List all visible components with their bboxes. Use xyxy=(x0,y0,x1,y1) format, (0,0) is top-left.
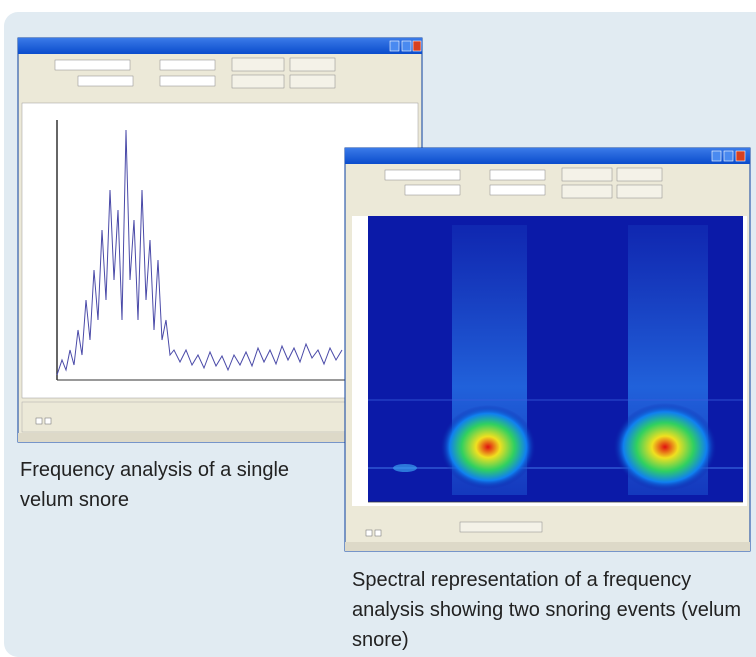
caption-frequency: Frequency analysis of a single velum sno… xyxy=(20,459,290,511)
window-spectrogram xyxy=(344,147,751,552)
caption-spectrogram: Spectral representation of a frequency a… xyxy=(352,569,742,651)
